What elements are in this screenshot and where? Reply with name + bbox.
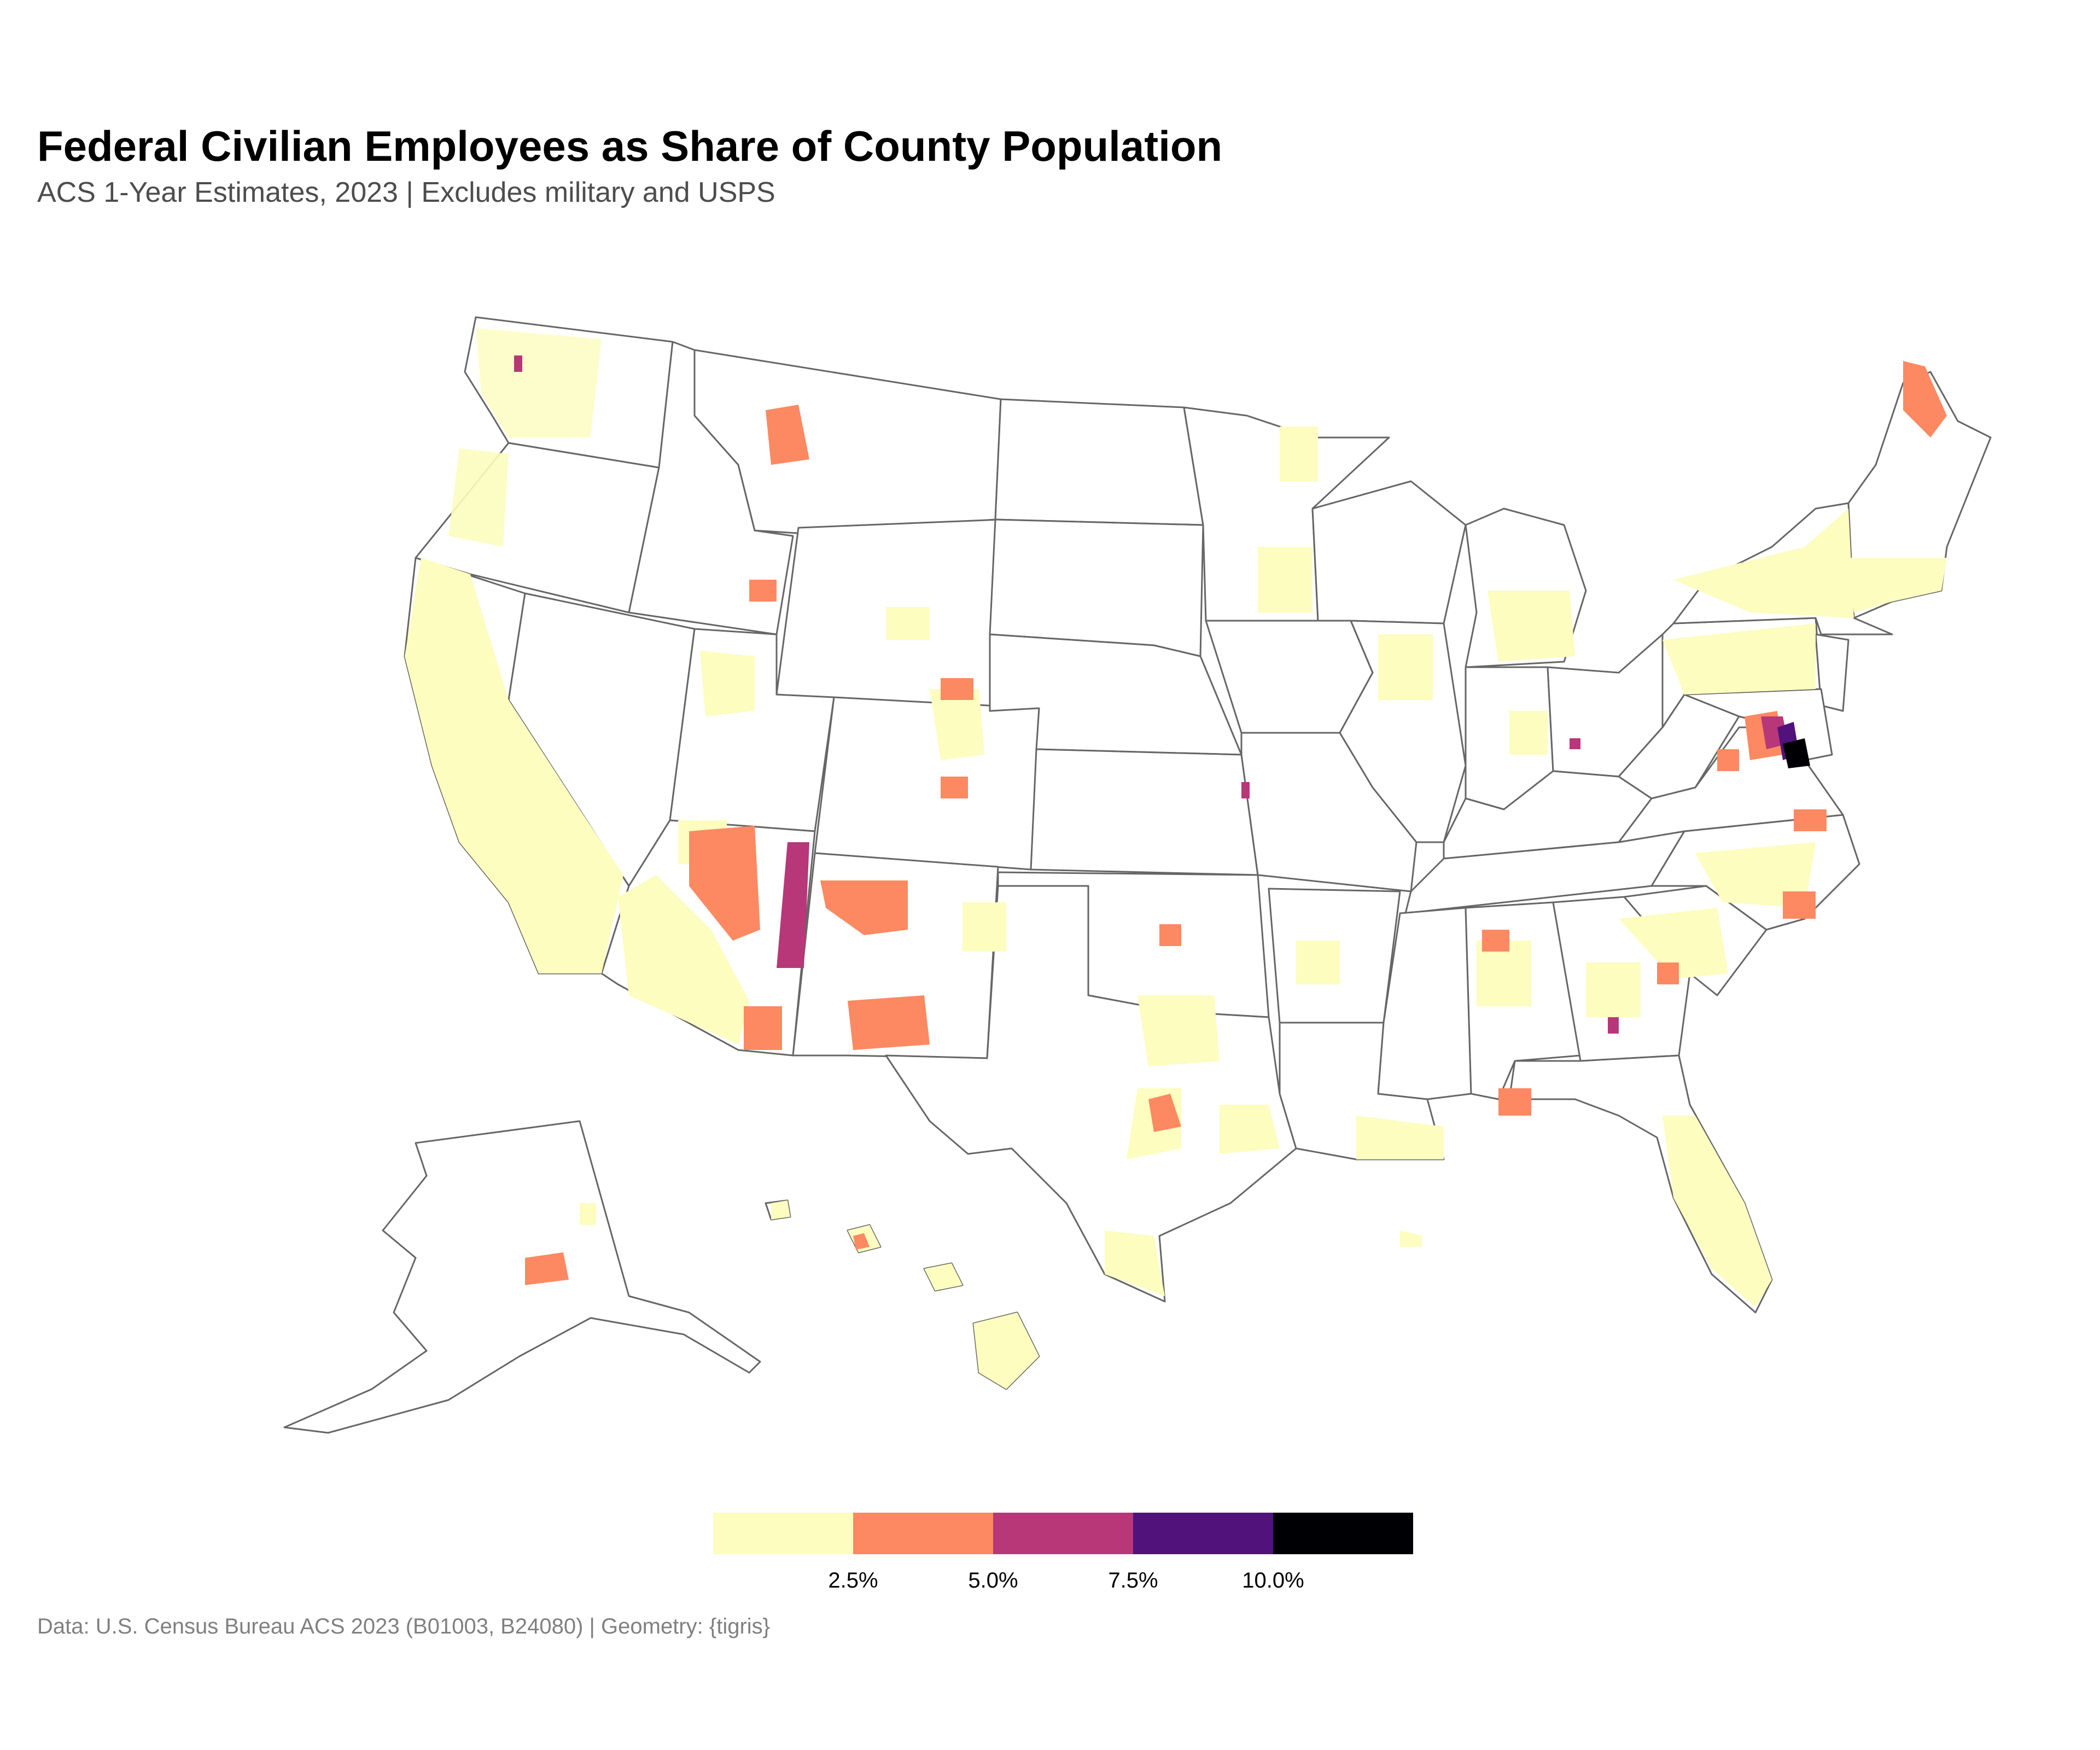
county-region xyxy=(1488,591,1575,662)
county-region xyxy=(749,580,777,602)
legend-tick-label: 5.0% xyxy=(968,1568,1018,1592)
legend-swatch xyxy=(853,1513,993,1554)
county-region xyxy=(886,607,930,640)
county-region xyxy=(1619,908,1728,979)
state-kansas xyxy=(1030,748,1259,876)
county-region xyxy=(777,842,809,968)
state-colorado xyxy=(814,696,1040,871)
state-new-england xyxy=(1847,371,1992,619)
legend-swatch xyxy=(1273,1513,1413,1554)
county-region xyxy=(1848,558,1947,612)
county-region xyxy=(1794,809,1827,831)
state-wisconsin xyxy=(1311,480,1467,625)
data-source-caption: Data: U.S. Census Bureau ACS 2023 (B0100… xyxy=(37,1614,771,1638)
county-region xyxy=(1241,782,1250,798)
county-region xyxy=(1378,634,1433,700)
county-region xyxy=(1148,1094,1181,1132)
county-region xyxy=(476,328,602,438)
county-region xyxy=(744,1006,782,1050)
county-region xyxy=(618,875,749,1045)
county-region xyxy=(1159,924,1181,946)
county-region xyxy=(1220,1105,1280,1154)
county-fills xyxy=(405,328,1947,1389)
county-region xyxy=(1608,1017,1619,1034)
county-region xyxy=(1138,995,1220,1066)
county-region xyxy=(941,777,968,798)
map-subtitle: ACS 1-Year Estimates, 2023 | Excludes mi… xyxy=(37,177,775,208)
legend-swatch xyxy=(1133,1513,1273,1554)
county-region xyxy=(1477,941,1531,1006)
bin-low xyxy=(405,328,1947,1389)
county-region xyxy=(1586,962,1641,1017)
county-region xyxy=(1717,749,1739,771)
county-region xyxy=(580,1203,596,1225)
county-region xyxy=(1662,623,1816,695)
county-region xyxy=(1105,1230,1165,1296)
county-region xyxy=(930,689,984,760)
bin-max xyxy=(1783,738,1810,768)
county-region xyxy=(689,826,760,941)
county-region xyxy=(1509,711,1548,755)
county-region xyxy=(1662,1116,1772,1307)
county-region xyxy=(525,1252,569,1285)
state-illinois xyxy=(1339,620,1467,843)
state-boundaries xyxy=(283,316,1992,1434)
county-region xyxy=(1258,547,1312,612)
county-region xyxy=(848,995,930,1050)
county-region xyxy=(853,1233,870,1250)
state-north-dakota xyxy=(994,398,1204,526)
county-region xyxy=(1356,1116,1444,1159)
county-region xyxy=(820,880,908,935)
county-region xyxy=(941,678,973,700)
county-region xyxy=(1482,930,1509,952)
county-region xyxy=(924,1263,962,1291)
legend-tick-label: 7.5% xyxy=(1108,1568,1158,1592)
legend-tick-label: 10.0% xyxy=(1242,1568,1304,1592)
county-region xyxy=(1673,509,1854,618)
legend-swatch xyxy=(713,1513,853,1554)
state-alaska xyxy=(283,1120,761,1434)
county-region xyxy=(700,651,755,716)
state-new-jersey xyxy=(1815,633,1850,712)
bin-mid xyxy=(525,361,1947,1285)
legend-colorbar xyxy=(713,1513,1413,1554)
county-region xyxy=(448,448,509,547)
county-region xyxy=(766,405,809,465)
map-title: Federal Civilian Employees as Share of C… xyxy=(37,122,1223,170)
county-region xyxy=(1498,1088,1531,1116)
county-region xyxy=(1280,427,1318,481)
county-region xyxy=(771,1200,790,1220)
county-region xyxy=(1903,361,1947,438)
choropleth-map xyxy=(283,316,1992,1434)
county-region xyxy=(405,558,623,973)
county-region xyxy=(962,902,1006,952)
county-region xyxy=(1570,738,1580,749)
legend-swatch xyxy=(993,1513,1133,1554)
legend-tick-label: 2.5% xyxy=(828,1568,878,1592)
county-region xyxy=(1783,891,1816,919)
county-region xyxy=(1657,962,1679,984)
county-region xyxy=(1400,1230,1422,1247)
state-iowa xyxy=(1205,620,1374,734)
county-region xyxy=(514,355,522,372)
county-region xyxy=(973,1312,1039,1389)
county-region xyxy=(1296,941,1340,984)
county-region xyxy=(1783,738,1810,768)
